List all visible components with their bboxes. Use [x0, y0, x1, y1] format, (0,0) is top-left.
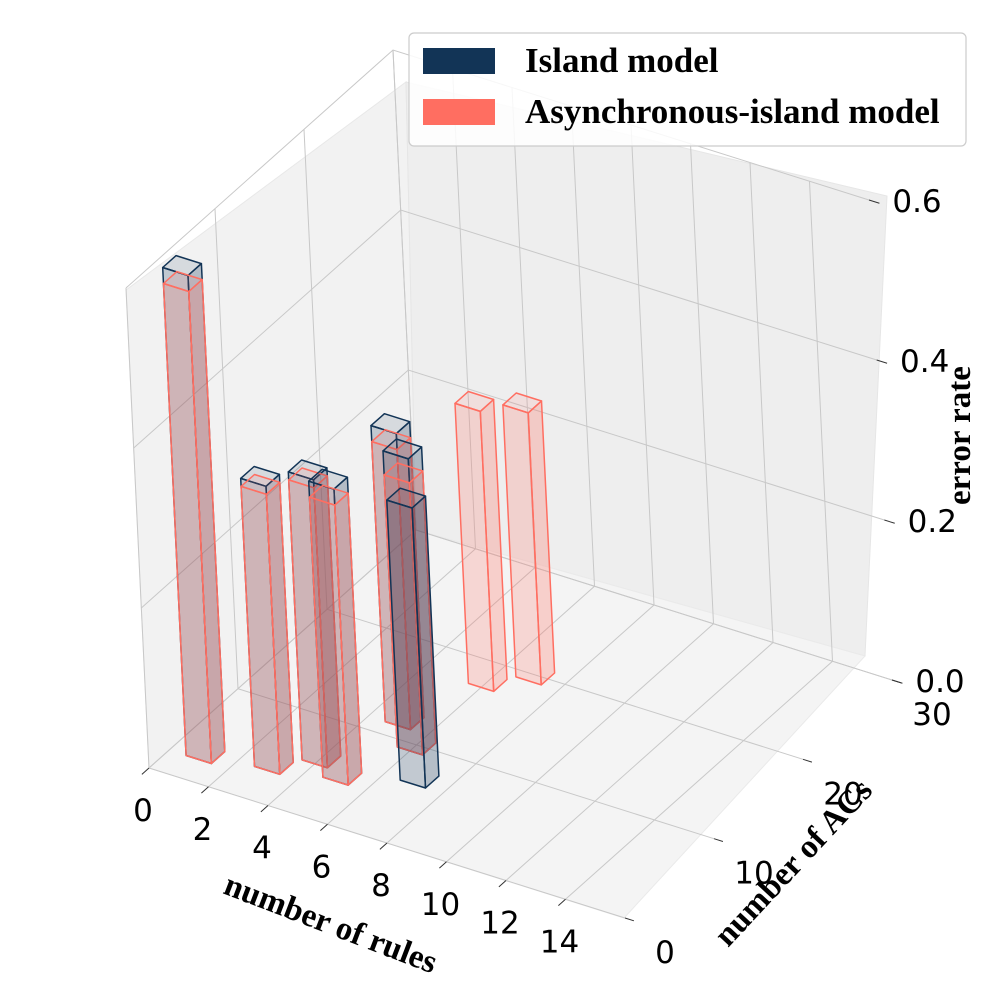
- bar-top-face: [382, 438, 423, 460]
- grid-line-z: [125, 49, 870, 289]
- legend: Island model Asynchronous-island model: [408, 32, 967, 147]
- grid-line-z: [140, 369, 885, 609]
- x-tick-mark: [379, 842, 388, 850]
- bar-top-face: [386, 487, 427, 509]
- x-tick-label: 10: [421, 887, 460, 923]
- bar-top-face: [308, 484, 349, 506]
- legend-swatch-island: [423, 48, 495, 74]
- y-tick-label: 10: [734, 856, 773, 892]
- z-tick-mark: [868, 199, 880, 204]
- y-tick-mark: [802, 758, 813, 763]
- bar-async: [502, 392, 556, 686]
- x-tick-label: 12: [480, 906, 519, 942]
- x-tick-mark: [320, 823, 328, 831]
- z-tick-mark: [891, 679, 903, 684]
- x-tick-mark: [201, 786, 209, 794]
- y-tick-label: 0: [655, 935, 675, 971]
- grid-line-z: [133, 209, 877, 449]
- bar-top-face: [502, 392, 543, 414]
- bar-top-face: [371, 428, 412, 451]
- bar-async: [383, 462, 437, 756]
- z-axis-title: error rate: [942, 366, 978, 505]
- x-tick-label: 8: [371, 868, 391, 904]
- y-tick-mark: [713, 838, 724, 842]
- x-tick-mark: [439, 861, 447, 869]
- z-tick-mark: [884, 519, 895, 524]
- x-tick-label: 0: [133, 793, 153, 829]
- y-tick-mark: [624, 917, 635, 922]
- x-tick-label: 14: [540, 924, 579, 960]
- bar-top-face: [240, 473, 281, 496]
- legend-label-island: Island model: [525, 41, 719, 80]
- x-tick-label: 6: [312, 849, 332, 885]
- x-tick-label: 2: [193, 812, 213, 848]
- bar-async: [162, 270, 226, 765]
- x-tick-mark: [498, 880, 507, 888]
- bar-island: [386, 487, 440, 789]
- z-tick-label: 0.0: [915, 664, 964, 700]
- x-tick-mark: [558, 898, 566, 906]
- y-tick-label: 20: [823, 776, 862, 812]
- bar-async: [308, 484, 363, 786]
- x-tick-label: 4: [252, 831, 272, 867]
- x-tick-mark: [141, 767, 150, 775]
- z-tick-label: 0.4: [900, 344, 949, 380]
- bar-async: [240, 473, 294, 776]
- bar-top-face: [162, 270, 203, 293]
- legend-box: [408, 32, 967, 147]
- y-tick-label: 30: [912, 697, 951, 733]
- tick-labels: 0 2 4 6 8 10 12 14 0 10 20 300.0 0.2 0.4 0.6: [133, 184, 965, 971]
- z-tick-label: 0.6: [892, 184, 941, 220]
- bar-top-face: [383, 462, 424, 484]
- bar-top-face: [454, 390, 495, 413]
- z-tick-label: 0.2: [908, 504, 957, 540]
- legend-label-async: Asynchronous-island model: [525, 92, 940, 131]
- bar-async: [454, 390, 508, 693]
- z-tick-mark: [876, 359, 888, 364]
- grid-line-z: [148, 529, 893, 769]
- bars: [161, 254, 556, 789]
- x-tick-mark: [260, 805, 269, 813]
- legend-swatch-async: [423, 99, 495, 125]
